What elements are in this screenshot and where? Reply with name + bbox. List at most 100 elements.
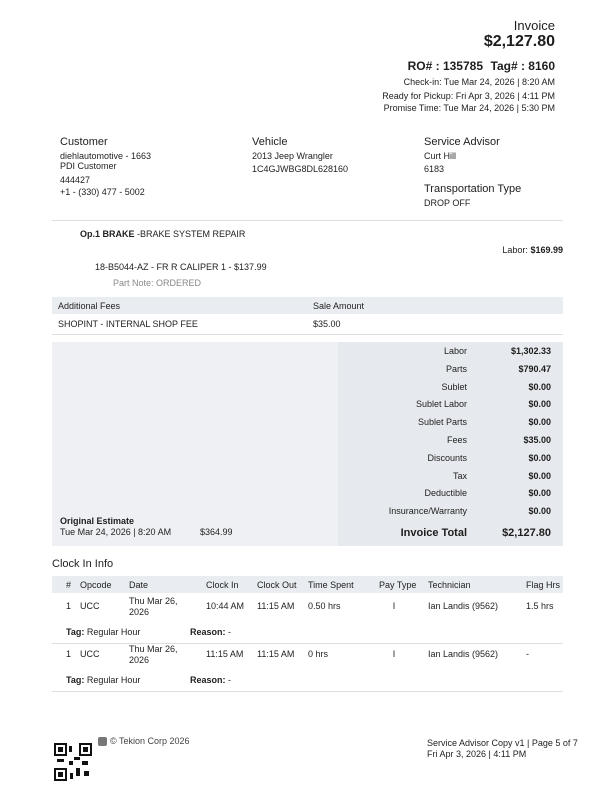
reason-label: Reason: <box>190 627 226 637</box>
total-value: $0.00 <box>528 381 551 392</box>
vehicle-label: Vehicle <box>252 136 288 148</box>
estimate-amount: $364.99 <box>200 527 233 537</box>
clock-header-cell: Flag Hrs <box>526 580 561 590</box>
clock-cell: 10:44 AM <box>206 601 245 611</box>
fee-name: SHOPINT - INTERNAL SHOP FEE <box>58 319 198 329</box>
clock-header-cell: Pay Type <box>379 580 417 590</box>
clock-header-cell: Time Spent <box>308 580 354 590</box>
reason: Reason: - <box>190 627 231 637</box>
total-value: $0.00 <box>528 488 551 499</box>
clock-cell: UCC <box>80 601 100 611</box>
clock-cell: Ian Landis (9562) <box>428 601 499 611</box>
footer-date: Fri Apr 3, 2026 | 4:11 PM <box>427 749 527 759</box>
vin: 1C4GJWBG8DL628160 <box>252 164 349 174</box>
invoice-total: $2,127.80 <box>502 527 551 539</box>
advisor-line: Curt Hill <box>424 151 457 161</box>
tag: Tag: Regular Hour <box>66 675 140 685</box>
clock-cell: Thu Mar 26, 2026 <box>129 596 178 617</box>
clock-cell: 1.5 hrs <box>526 601 554 611</box>
labor-value: $169.99 <box>530 245 563 255</box>
op-desc: -BRAKE SYSTEM REPAIR <box>137 229 246 239</box>
op-labor: Labor: $169.99 <box>502 245 563 255</box>
clock-cell: 11:15 AM <box>206 649 244 659</box>
part: 18-B5044-AZ - FR R CALIPER 1 - $137.99 <box>95 262 267 272</box>
qr-code <box>54 743 92 781</box>
total-value: $0.00 <box>528 417 551 428</box>
header-total: $2,127.80 <box>483 33 555 50</box>
totals-column <box>338 342 563 546</box>
separator <box>52 334 563 335</box>
total-label: Sublet Labor <box>415 399 467 410</box>
fees-header-cell: Additional Fees <box>58 301 121 311</box>
customer-label: Customer <box>60 136 108 148</box>
clock-cell: Thu Mar 26, 2026 <box>129 644 178 665</box>
clock-header-cell: # <box>66 580 72 590</box>
copy-info: Service Advisor Copy v1 | Page 5 of 7 <box>427 738 578 748</box>
clock-cell: 11:15 AM <box>257 649 295 659</box>
clock-cell: 1 <box>66 649 72 659</box>
clock-cell: 0 hrs <box>308 649 329 659</box>
separator <box>52 691 563 692</box>
ro-number: RO# : 135785 <box>407 59 483 73</box>
total-value: $0.00 <box>528 399 551 410</box>
clock-cell: 1 <box>66 601 72 611</box>
tag-value: Regular Hour <box>86 627 141 637</box>
clock-title: Clock In Info <box>52 558 114 570</box>
reason-value: - <box>228 675 232 685</box>
advisor-line: 6183 <box>424 164 445 174</box>
total-value: $35.00 <box>523 435 551 445</box>
total-label: Deductible <box>424 488 467 499</box>
separator <box>52 643 563 644</box>
tag: Tag: Regular Hour <box>66 627 140 637</box>
clock-header-cell: Opcode <box>80 580 112 590</box>
clock-header-cell: Technician <box>428 580 471 590</box>
customer-line: +1 - (330) 477 - 5002 <box>60 187 145 197</box>
part-note: Part Note: ORDERED <box>113 278 202 288</box>
tag-label: Tag: <box>66 675 85 685</box>
clock-header-cell: Clock Out <box>257 580 297 590</box>
total-label: Fees <box>446 435 467 445</box>
reason: Reason: - <box>190 675 231 685</box>
customer-line: PDI Customer <box>60 161 117 171</box>
total-label: Sublet <box>441 381 467 392</box>
separator <box>52 220 563 221</box>
clock-cell: I <box>392 649 396 659</box>
title: Invoice <box>513 18 555 33</box>
transport-label: Transportation Type <box>424 183 522 195</box>
reason-label: Reason: <box>190 675 226 685</box>
total-label: Sublet Parts <box>417 417 467 428</box>
clock-cell: Ian Landis (9562) <box>428 649 499 659</box>
clock-cell: 0.50 hrs <box>308 601 341 611</box>
labor-label: Labor: <box>502 245 528 255</box>
clock-header-cell: Date <box>129 580 149 590</box>
vehicle-line: 2013 Jeep Wrangler <box>252 151 333 161</box>
customer-line: diehlautomotive - 1663 <box>60 151 152 161</box>
total-label: Parts <box>445 363 467 374</box>
company: © Tekion Corp 2026 <box>110 736 190 746</box>
check-in: Check-in: Tue Mar 24, 2026 | 8:20 AM <box>403 77 555 87</box>
tag-label: Tag: <box>66 627 85 637</box>
transport-value: DROP OFF <box>424 198 471 208</box>
op-code: Op.1 BRAKE <box>80 229 135 239</box>
total-label: Labor <box>443 346 467 356</box>
total-value: $0.00 <box>528 506 551 517</box>
tag-number: Tag# : 8160 <box>490 59 555 73</box>
clock-header <box>52 576 563 593</box>
fees-header-cell: Sale Amount <box>313 301 365 311</box>
clock-cell: UCC <box>80 649 100 659</box>
total-value: $0.00 <box>528 452 551 463</box>
estimate-label: Original Estimate <box>60 516 135 526</box>
clock-cell: - <box>526 649 529 659</box>
total-value: $0.00 <box>528 470 551 481</box>
clock-cell: I <box>392 601 396 611</box>
total-value: $790.47 <box>518 363 551 374</box>
estimate-date: Tue Mar 24, 2026 | 8:20 AM <box>60 527 172 537</box>
invoice-total-label: Invoice Total <box>400 527 467 539</box>
customer-line: 444427 <box>60 175 91 185</box>
ready-for-pickup: Ready for Pickup: Fri Apr 3, 2026 | 4:11… <box>382 91 555 101</box>
reason-value: - <box>228 627 232 637</box>
total-label: Tax <box>452 470 467 481</box>
total-value: $1,302.33 <box>510 346 551 356</box>
